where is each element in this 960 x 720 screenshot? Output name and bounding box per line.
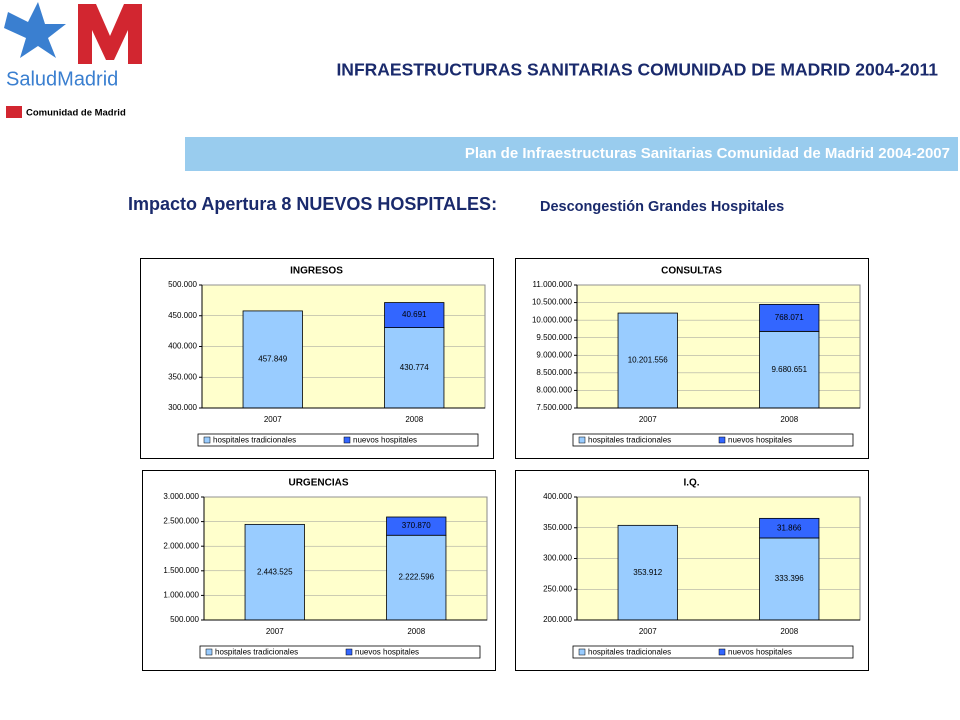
chart: I.Q. 200.000 250.000 300.000 350.000 400.000 3… bbox=[515, 470, 869, 671]
value-label: 457.849 bbox=[258, 355, 287, 364]
value-label: 333.396 bbox=[775, 574, 804, 583]
header-title: INFRAESTRUCTURAS SANITARIAS COMUNIDAD DE… bbox=[336, 60, 938, 80]
legend-label: hospitales tradicionales bbox=[213, 436, 296, 445]
y-tick-label: 1.000.000 bbox=[163, 591, 199, 600]
logo-flag bbox=[6, 106, 22, 118]
legend-label: hospitales tradicionales bbox=[215, 648, 298, 657]
legend-swatch bbox=[718, 436, 726, 444]
bar-segment bbox=[386, 534, 447, 621]
legend-label: nuevos hospitales bbox=[355, 648, 419, 657]
value-label: 40.691 bbox=[402, 310, 427, 319]
value-label: 370.870 bbox=[402, 521, 431, 530]
x-tick-label: 2007 bbox=[639, 627, 657, 636]
logo-brand: SaludMadrid bbox=[6, 68, 118, 90]
value-label: 430.774 bbox=[400, 363, 429, 372]
y-tick-label: 300.000 bbox=[543, 554, 572, 563]
value-label: 9.680.651 bbox=[771, 365, 807, 374]
y-tick-label: 2.500.000 bbox=[163, 517, 199, 526]
legend bbox=[197, 433, 479, 447]
subtitle-detail: Descongestión Grandes Hospitales bbox=[540, 199, 784, 215]
x-tick-label: 2008 bbox=[407, 627, 425, 636]
x-tick-label: 2008 bbox=[405, 415, 423, 424]
x-tick-label: 2008 bbox=[780, 627, 798, 636]
y-tick-label: 300.000 bbox=[168, 403, 197, 412]
logo-m bbox=[78, 4, 142, 64]
y-tick-label: 400.000 bbox=[543, 492, 572, 501]
x-tick-label: 2007 bbox=[264, 415, 282, 424]
y-tick-label: 500.000 bbox=[168, 280, 197, 289]
x-tick-label: 2007 bbox=[266, 627, 284, 636]
chart-title: URGENCIAS bbox=[288, 478, 348, 489]
chart-title: I.Q. bbox=[683, 478, 699, 489]
value-label: 31.866 bbox=[777, 523, 802, 532]
legend-label: nuevos hospitales bbox=[353, 436, 417, 445]
chart: INGRESOS 300.000 350.000 400.000 450.000 500.… bbox=[140, 258, 494, 459]
legend-swatch bbox=[578, 436, 586, 444]
legend-swatch bbox=[205, 648, 213, 656]
legend bbox=[199, 645, 481, 659]
bar-segment bbox=[386, 516, 447, 536]
legend-label: hospitales tradicionales bbox=[588, 648, 671, 657]
logo: SaludMadrid Comunidad de Madrid bbox=[4, 2, 142, 119]
legend-swatch bbox=[343, 436, 351, 444]
bar-segment bbox=[244, 523, 305, 621]
y-tick-label: 500.000 bbox=[170, 615, 199, 624]
legend-label: hospitales tradicionales bbox=[588, 436, 671, 445]
legend-label: nuevos hospitales bbox=[728, 648, 792, 657]
y-tick-label: 350.000 bbox=[168, 372, 197, 381]
value-label: 768.071 bbox=[775, 313, 804, 322]
logo-star bbox=[4, 2, 66, 58]
bar-segment bbox=[759, 303, 820, 332]
subtitle-main: Impacto Apertura 8 NUEVOS HOSPITALES: bbox=[128, 194, 497, 214]
value-label: 10.201.556 bbox=[628, 356, 669, 365]
chart: CONSULTAS 7.500.000 8.000.000 8.500.000 9.00… bbox=[515, 258, 869, 459]
bar-segment bbox=[384, 302, 445, 328]
y-tick-label: 8.500.000 bbox=[536, 368, 572, 377]
y-tick-label: 400.000 bbox=[168, 342, 197, 351]
bar-segment bbox=[242, 310, 303, 409]
legend bbox=[572, 645, 854, 659]
y-tick-label: 8.000.000 bbox=[536, 386, 572, 395]
y-tick-label: 2.000.000 bbox=[163, 541, 199, 550]
legend bbox=[572, 433, 854, 447]
y-tick-label: 11.000.000 bbox=[533, 280, 573, 289]
value-label: 353.912 bbox=[633, 568, 662, 577]
value-label: 2.222.596 bbox=[398, 573, 434, 582]
x-tick-label: 2008 bbox=[780, 415, 798, 424]
y-tick-label: 10.000.000 bbox=[532, 315, 573, 324]
value-label: 2.443.525 bbox=[257, 567, 293, 576]
legend-label: nuevos hospitales bbox=[728, 436, 792, 445]
banner bbox=[185, 137, 958, 171]
y-tick-label: 3.000.000 bbox=[163, 492, 199, 501]
y-tick-label: 200.000 bbox=[543, 615, 572, 624]
x-tick-label: 2007 bbox=[639, 415, 657, 424]
chart-title: CONSULTAS bbox=[661, 266, 722, 277]
legend-swatch bbox=[718, 648, 726, 656]
bar-segment bbox=[759, 330, 820, 409]
logo-region: Comunidad de Madrid bbox=[26, 108, 126, 119]
chart-title: INGRESOS bbox=[290, 266, 343, 277]
legend-swatch bbox=[345, 648, 353, 656]
legend-swatch bbox=[578, 648, 586, 656]
bar-segment bbox=[617, 312, 678, 409]
y-tick-label: 450.000 bbox=[168, 311, 197, 320]
chart: URGENCIAS 500.000 1.000.000 1.500.000 2.000.… bbox=[142, 470, 496, 671]
y-tick-label: 9.000.000 bbox=[536, 350, 572, 359]
banner-text: Plan de Infraestructuras Sanitarias Comu… bbox=[465, 145, 950, 162]
y-tick-label: 10.500.000 bbox=[532, 298, 573, 307]
y-tick-label: 9.500.000 bbox=[536, 333, 572, 342]
y-tick-label: 350.000 bbox=[543, 523, 572, 532]
legend-swatch bbox=[203, 436, 211, 444]
y-tick-label: 250.000 bbox=[543, 584, 572, 593]
y-tick-label: 7.500.000 bbox=[536, 403, 572, 412]
bar-segment bbox=[759, 537, 820, 621]
y-tick-label: 1.500.000 bbox=[163, 566, 199, 575]
bar-segment bbox=[759, 517, 820, 539]
bar-segment bbox=[617, 524, 678, 621]
